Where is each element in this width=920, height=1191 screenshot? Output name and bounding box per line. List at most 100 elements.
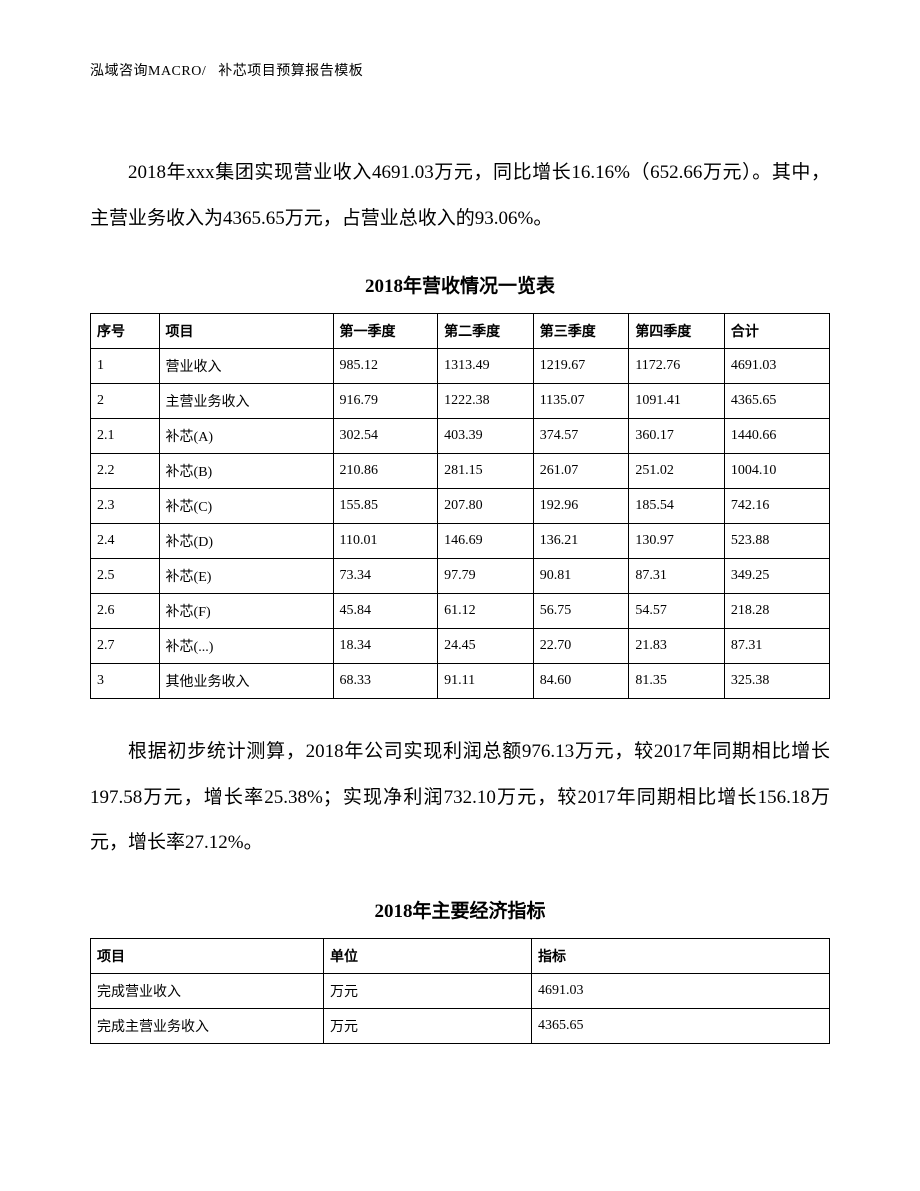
table1-title: 2018年营收情况一览表	[90, 271, 830, 298]
table1-column-header: 第一季度	[333, 314, 438, 349]
table-cell: 1313.49	[438, 349, 534, 384]
page-header: 泓域咨询MACRO/ 补芯项目预算报告模板	[90, 60, 830, 80]
table-cell: 155.85	[333, 489, 438, 524]
table-cell: 302.54	[333, 419, 438, 454]
table-cell: 4691.03	[724, 349, 829, 384]
table-cell: 73.34	[333, 559, 438, 594]
table-cell: 68.33	[333, 664, 438, 699]
table-row: 2.7补芯(...)18.3424.4522.7021.8387.31	[91, 629, 830, 664]
table-cell: 349.25	[724, 559, 829, 594]
document-page: 泓域咨询MACRO/ 补芯项目预算报告模板 2018年xxx集团实现营业收入46…	[0, 0, 920, 1134]
table-row: 2.6补芯(F)45.8461.1256.7554.57218.28	[91, 594, 830, 629]
table-cell: 18.34	[333, 629, 438, 664]
table-cell: 补芯(B)	[159, 454, 333, 489]
table-cell: 403.39	[438, 419, 534, 454]
table-cell: 2.2	[91, 454, 160, 489]
table-cell: 742.16	[724, 489, 829, 524]
table-cell: 56.75	[533, 594, 629, 629]
table1-column-header: 序号	[91, 314, 160, 349]
table-cell: 万元	[324, 973, 532, 1008]
table-row: 2.1补芯(A)302.54403.39374.57360.171440.66	[91, 419, 830, 454]
table-cell: 61.12	[438, 594, 534, 629]
table-cell: 110.01	[333, 524, 438, 559]
table-cell: 完成主营业务收入	[91, 1008, 324, 1043]
table-cell: 87.31	[629, 559, 725, 594]
table-row: 完成营业收入万元4691.03	[91, 973, 830, 1008]
revenue-quarterly-table: 序号项目第一季度第二季度第三季度第四季度合计 1营业收入985.121313.4…	[90, 313, 830, 699]
table-cell: 2.6	[91, 594, 160, 629]
table-cell: 2.7	[91, 629, 160, 664]
table-cell: 523.88	[724, 524, 829, 559]
economic-indicator-table: 项目单位指标 完成营业收入万元4691.03完成主营业务收入万元4365.65	[90, 938, 830, 1044]
table-cell: 补芯(E)	[159, 559, 333, 594]
table-cell: 374.57	[533, 419, 629, 454]
table-cell: 261.07	[533, 454, 629, 489]
table-row: 2.2补芯(B)210.86281.15261.07251.021004.10	[91, 454, 830, 489]
table-cell: 207.80	[438, 489, 534, 524]
table-cell: 90.81	[533, 559, 629, 594]
table-cell: 22.70	[533, 629, 629, 664]
table-cell: 1	[91, 349, 160, 384]
paragraph-profit-summary: 根据初步统计测算，2018年公司实现利润总额976.13万元，较2017年同期相…	[90, 729, 830, 866]
table-cell: 1004.10	[724, 454, 829, 489]
table-cell: 2	[91, 384, 160, 419]
table-row: 完成主营业务收入万元4365.65	[91, 1008, 830, 1043]
table-cell: 81.35	[629, 664, 725, 699]
table-row: 2.4补芯(D)110.01146.69136.21130.97523.88	[91, 524, 830, 559]
table-cell: 1091.41	[629, 384, 725, 419]
table-cell: 1440.66	[724, 419, 829, 454]
table-cell: 1135.07	[533, 384, 629, 419]
table-cell: 补芯(D)	[159, 524, 333, 559]
table-cell: 210.86	[333, 454, 438, 489]
table-cell: 其他业务收入	[159, 664, 333, 699]
table-cell: 985.12	[333, 349, 438, 384]
table-cell: 1172.76	[629, 349, 725, 384]
paragraph-revenue-summary: 2018年xxx集团实现营业收入4691.03万元，同比增长16.16%（652…	[90, 150, 830, 241]
table-cell: 3	[91, 664, 160, 699]
table-cell: 4691.03	[532, 973, 830, 1008]
table-cell: 146.69	[438, 524, 534, 559]
table-cell: 24.45	[438, 629, 534, 664]
table-cell: 91.11	[438, 664, 534, 699]
table-cell: 45.84	[333, 594, 438, 629]
table-cell: 2.5	[91, 559, 160, 594]
table-cell: 87.31	[724, 629, 829, 664]
table-cell: 2.3	[91, 489, 160, 524]
table-cell: 916.79	[333, 384, 438, 419]
table-cell: 补芯(C)	[159, 489, 333, 524]
table1-column-header: 第三季度	[533, 314, 629, 349]
table-cell: 325.38	[724, 664, 829, 699]
header-doc-title: 补芯项目预算报告模板	[218, 64, 363, 79]
table1-column-header: 第二季度	[438, 314, 534, 349]
table-cell: 130.97	[629, 524, 725, 559]
table2-column-header: 项目	[91, 938, 324, 973]
table1-column-header: 第四季度	[629, 314, 725, 349]
table-cell: 2.1	[91, 419, 160, 454]
table2-body: 完成营业收入万元4691.03完成主营业务收入万元4365.65	[91, 973, 830, 1043]
table-cell: 4365.65	[724, 384, 829, 419]
table-cell: 补芯(A)	[159, 419, 333, 454]
header-company: 泓域咨询MACRO/	[90, 64, 206, 79]
table1-column-header: 项目	[159, 314, 333, 349]
table2-header-row: 项目单位指标	[91, 938, 830, 973]
table-cell: 万元	[324, 1008, 532, 1043]
table-cell: 完成营业收入	[91, 973, 324, 1008]
table-cell: 2.4	[91, 524, 160, 559]
table-row: 1营业收入985.121313.491219.671172.764691.03	[91, 349, 830, 384]
table1-header-row: 序号项目第一季度第二季度第三季度第四季度合计	[91, 314, 830, 349]
table-cell: 营业收入	[159, 349, 333, 384]
table-cell: 185.54	[629, 489, 725, 524]
table-cell: 1222.38	[438, 384, 534, 419]
table1-body: 1营业收入985.121313.491219.671172.764691.032…	[91, 349, 830, 699]
table2-column-header: 指标	[532, 938, 830, 973]
table2-column-header: 单位	[324, 938, 532, 973]
table1-column-header: 合计	[724, 314, 829, 349]
table-cell: 84.60	[533, 664, 629, 699]
table-cell: 218.28	[724, 594, 829, 629]
table-cell: 1219.67	[533, 349, 629, 384]
table-cell: 281.15	[438, 454, 534, 489]
table-cell: 4365.65	[532, 1008, 830, 1043]
table-cell: 97.79	[438, 559, 534, 594]
table-row: 2.5补芯(E)73.3497.7990.8187.31349.25	[91, 559, 830, 594]
table-cell: 251.02	[629, 454, 725, 489]
